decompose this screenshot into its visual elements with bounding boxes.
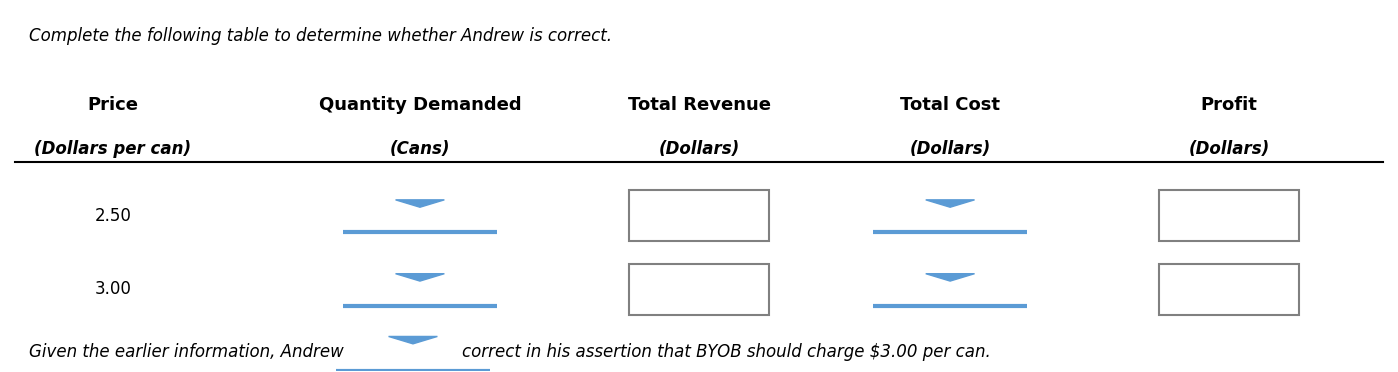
Text: Total Cost: Total Cost <box>900 96 1000 114</box>
Polygon shape <box>925 200 974 207</box>
Text: Quantity Demanded: Quantity Demanded <box>319 96 521 114</box>
Text: 2.50: 2.50 <box>95 206 131 225</box>
Text: (Dollars): (Dollars) <box>1188 140 1269 158</box>
Text: 3.00: 3.00 <box>95 280 131 298</box>
Polygon shape <box>925 274 974 281</box>
Text: correct in his assertion that BYOB should charge $3.00 per can.: correct in his assertion that BYOB shoul… <box>461 343 991 361</box>
Text: (Cans): (Cans) <box>390 140 450 158</box>
FancyBboxPatch shape <box>629 190 769 241</box>
Text: Price: Price <box>88 96 138 114</box>
Text: Complete the following table to determine whether Andrew is correct.: Complete the following table to determin… <box>29 27 612 45</box>
Polygon shape <box>396 200 445 207</box>
Text: Total Revenue: Total Revenue <box>628 96 770 114</box>
FancyBboxPatch shape <box>629 263 769 315</box>
Text: (Dollars): (Dollars) <box>658 140 740 158</box>
FancyBboxPatch shape <box>1159 190 1299 241</box>
Polygon shape <box>396 274 445 281</box>
FancyBboxPatch shape <box>1159 263 1299 315</box>
Polygon shape <box>389 336 438 344</box>
Text: (Dollars): (Dollars) <box>910 140 991 158</box>
Text: Profit: Profit <box>1201 96 1258 114</box>
Text: Given the earlier information, Andrew: Given the earlier information, Andrew <box>29 343 344 361</box>
Text: (Dollars per can): (Dollars per can) <box>35 140 192 158</box>
